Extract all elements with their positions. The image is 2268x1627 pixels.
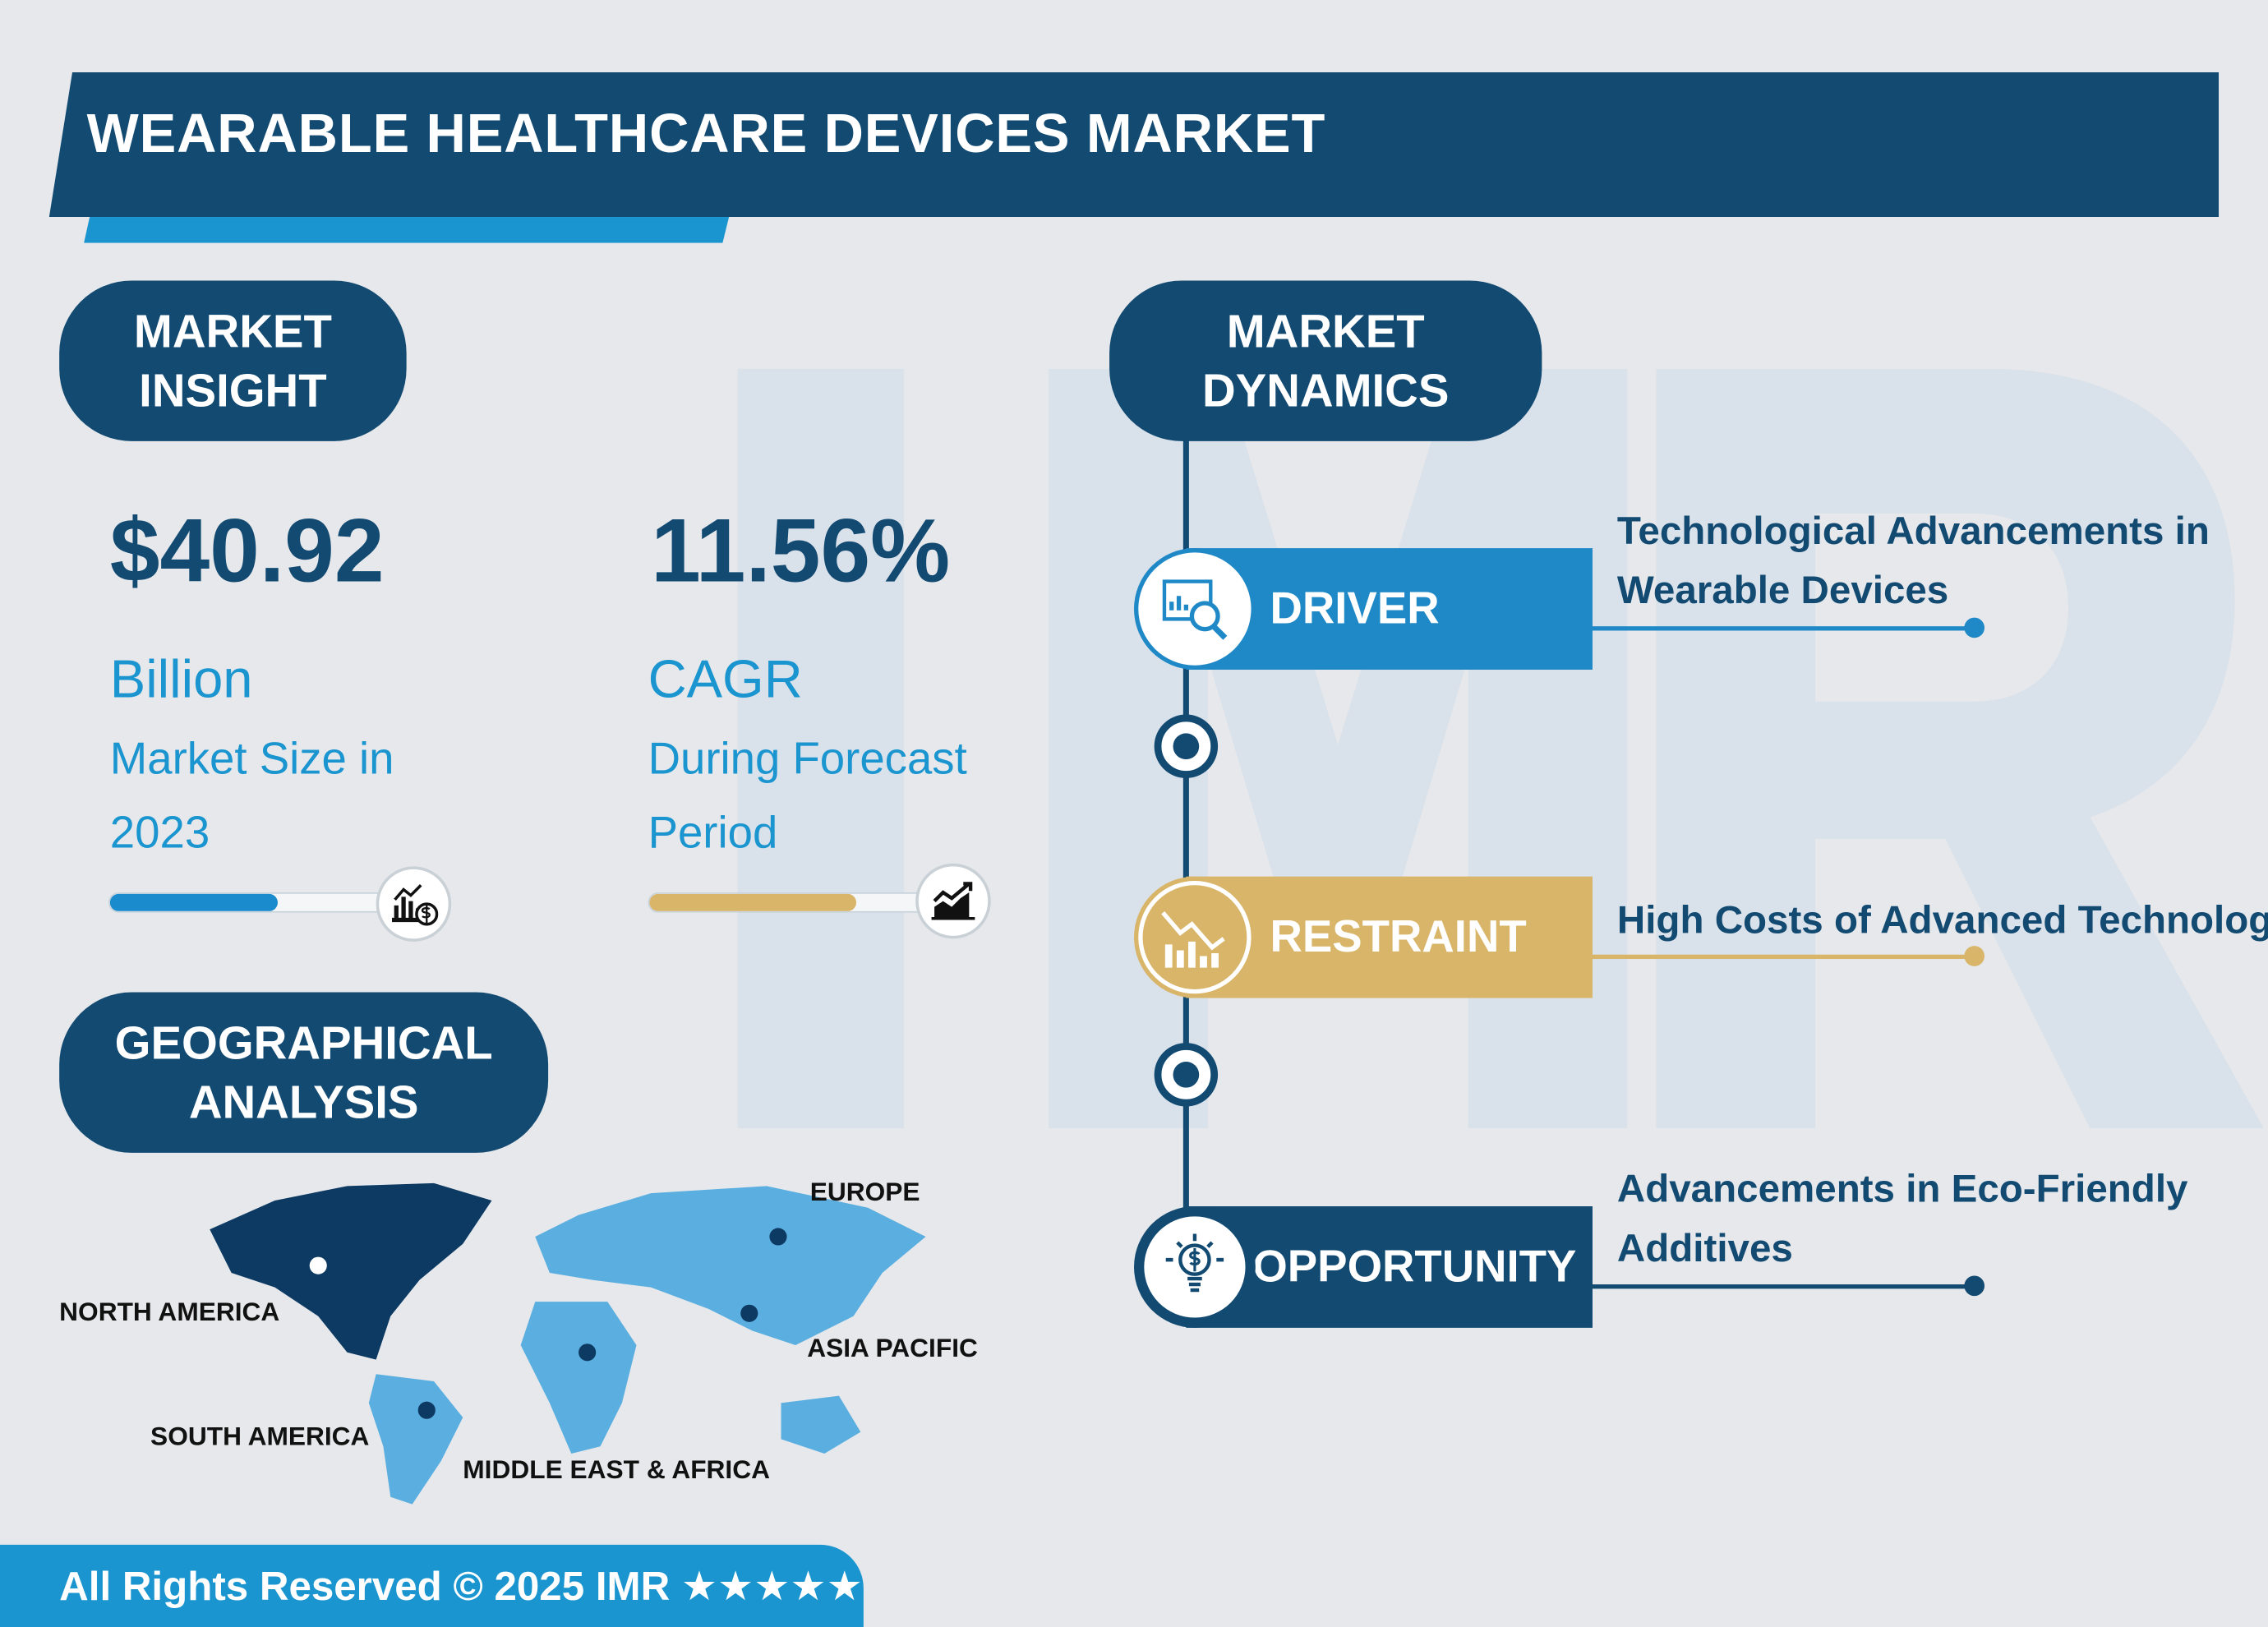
desc-line: Period xyxy=(648,807,778,858)
region-label: SOUTH AMERICA xyxy=(150,1422,370,1451)
australia-shape xyxy=(781,1395,861,1454)
desc-line: Market Size in xyxy=(109,733,394,785)
opportunity-text: Advancements in Eco-Friendly Additives xyxy=(1617,1160,2188,1279)
restraint-dot xyxy=(1964,946,1984,966)
declining-chart-icon xyxy=(1138,880,1252,994)
footer-copyright: All Rights Reserved © 2025 IMR ★★★★★ xyxy=(0,1544,864,1627)
driver-connector xyxy=(1592,626,1976,631)
heading-line: MARKET xyxy=(133,304,332,357)
cagr-progress xyxy=(648,892,930,913)
desc-line: 2023 xyxy=(109,807,210,858)
cagr-value: 11.56% xyxy=(651,501,951,602)
market-dynamics-heading: MARKET DYNAMICS xyxy=(1109,280,1542,441)
restraint-connector xyxy=(1592,954,1976,960)
cagr-desc: During Forecast Period xyxy=(648,721,967,869)
title-banner xyxy=(48,72,2220,218)
heading-line: GEOGRAPHICAL xyxy=(114,1016,493,1068)
text-line: High Costs of Advanced Technologies xyxy=(1616,898,2268,942)
banner-accent xyxy=(84,217,730,243)
text-line: Advancements in Eco-Friendly xyxy=(1616,1167,2188,1211)
opportunity-connector xyxy=(1592,1284,1976,1289)
south-america-shape xyxy=(368,1374,463,1505)
heading-line: MARKET xyxy=(1226,304,1425,357)
text-line: Wearable Devices xyxy=(1616,568,1949,612)
timeline-line xyxy=(1182,434,1189,1273)
restraint-text: High Costs of Advanced Technologies xyxy=(1617,891,2268,950)
timeline-node xyxy=(1154,714,1219,778)
africa-shape xyxy=(520,1302,637,1454)
opportunity-tag: OPPORTUNITY xyxy=(1186,1206,1593,1328)
page-title: WEARABLE HEALTHCARE DEVICES MARKET xyxy=(86,104,1326,165)
region-label: EUROPE xyxy=(809,1177,920,1207)
driver-dot xyxy=(1964,617,1984,638)
north-america-shape xyxy=(210,1182,492,1360)
market-insight-heading: MARKET INSIGHT xyxy=(59,280,407,441)
driver-icon-wrap xyxy=(1133,548,1256,670)
region-label: ASIA PACIFIC xyxy=(807,1333,978,1363)
heading-line: DYNAMICS xyxy=(1202,363,1450,417)
opportunity-icon-wrap xyxy=(1133,1206,1256,1328)
timeline-node xyxy=(1154,1043,1219,1107)
world-map xyxy=(210,1182,926,1505)
market-size-desc: Market Size in 2023 xyxy=(110,721,394,869)
opportunity-dot xyxy=(1964,1275,1984,1297)
lightbulb-dollar-icon xyxy=(1144,1216,1246,1318)
market-size-value: $40.92 xyxy=(109,501,385,602)
cagr-unit: CAGR xyxy=(648,649,803,709)
restraint-icon-wrap xyxy=(1133,876,1256,998)
europe-asia-shape xyxy=(535,1186,926,1345)
market-size-progress xyxy=(108,892,391,913)
market-size-unit: Billion xyxy=(109,649,253,709)
heading-line: ANALYSIS xyxy=(188,1075,419,1128)
text-line: Technological Advancements in xyxy=(1616,509,2210,553)
desc-line: During Forecast xyxy=(648,733,967,785)
geographical-analysis-heading: GEOGRAPHICAL ANALYSIS xyxy=(59,992,549,1153)
growth-chart-icon xyxy=(915,863,991,939)
heading-line: INSIGHT xyxy=(139,363,327,417)
analytics-magnifier-icon xyxy=(1138,552,1252,666)
bar-chart-dollar-icon xyxy=(376,866,452,942)
region-label: NORTH AMERICA xyxy=(59,1297,280,1327)
region-label: MIDDLE EAST & AFRICA xyxy=(463,1454,771,1484)
driver-text: Technological Advancements in Wearable De… xyxy=(1617,502,2210,620)
text-line: Additives xyxy=(1616,1226,1793,1270)
